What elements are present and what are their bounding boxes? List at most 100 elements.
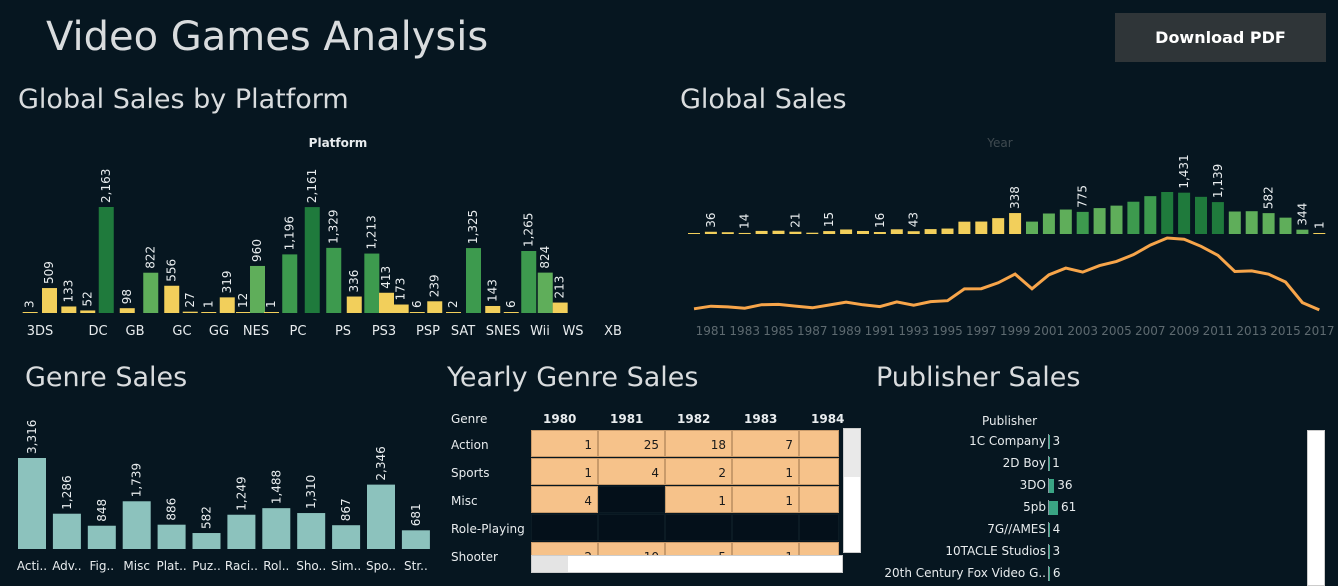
platform-value-label: 1,265 <box>521 213 535 247</box>
platform-bar <box>521 251 537 313</box>
year-column-header: 1980 <box>543 412 577 426</box>
genre-year-cell: 4 <box>598 458 665 485</box>
table-horizontal-scrollbar[interactable] <box>531 555 843 573</box>
year-sales-bar <box>840 229 853 234</box>
platform-category-label: 3DS <box>27 324 54 339</box>
genre-section-title: Genre Sales <box>25 362 188 393</box>
publisher-axis-line <box>1048 456 1049 471</box>
genre-row-label: Sports <box>451 466 490 480</box>
year-value-label: 1 <box>1312 221 1326 229</box>
publisher-value-label: 61 <box>1061 500 1077 514</box>
platform-category-label: WS <box>562 324 583 339</box>
genre-bar <box>297 513 326 549</box>
platform-category-label: PS <box>335 324 351 339</box>
genre-year-cell <box>799 458 839 485</box>
year-sales-bar <box>1009 213 1022 234</box>
genre-value-label: 848 <box>95 499 109 522</box>
publisher-name: 7G//AMES <box>987 522 1046 536</box>
genre-category-label: Rol.. <box>263 559 289 573</box>
year-sales-bar <box>1026 221 1038 234</box>
genre-value-label: 867 <box>339 498 353 521</box>
genre-year-cell: 1 <box>531 430 598 457</box>
platform-bar <box>143 272 159 313</box>
genre-row-label: Misc <box>451 494 478 508</box>
table-vertical-scrollbar[interactable] <box>843 428 861 553</box>
genre-category-label: Puz.. <box>192 559 221 573</box>
platform-value-label: 960 <box>250 239 264 262</box>
year-value-label: 36 <box>704 212 718 227</box>
publisher-scrollbar[interactable] <box>1307 430 1325 586</box>
genre-year-cell <box>598 486 665 513</box>
year-sales-bar <box>755 230 768 234</box>
yearly-genre-section-title: Yearly Genre Sales <box>447 362 699 393</box>
yearly-genre-table: Genre 1980 1981 1982 1983 1984 Action 1 25 18 7 Sp… <box>447 408 867 576</box>
platform-value-label: 239 <box>427 274 441 297</box>
genre-bar <box>227 514 256 549</box>
year-tick-label: 2011 <box>1203 324 1234 338</box>
genre-value-label: 1,488 <box>269 470 283 504</box>
year-sales-bar <box>823 231 836 234</box>
year-sales-bar <box>1076 211 1089 234</box>
global-sales-line <box>693 236 1320 312</box>
year-value-label: 21 <box>788 212 802 227</box>
year-sales-bar <box>688 233 700 234</box>
genre-column-header: Genre <box>451 412 488 426</box>
year-value-label: 16 <box>873 213 887 228</box>
year-sales-bar <box>890 229 903 234</box>
download-pdf-button[interactable]: Download PDF <box>1115 13 1326 62</box>
platform-value-label: 2,161 <box>305 169 319 203</box>
platform-value-label: 822 <box>143 246 157 269</box>
platform-category-label: GG <box>209 324 229 339</box>
year-header-label: Year <box>986 136 1012 150</box>
year-sales-bar <box>1144 196 1157 234</box>
platform-category-label: NES <box>243 324 269 339</box>
platform-value-label: 824 <box>538 246 552 269</box>
scroll-thumb[interactable] <box>844 429 860 477</box>
year-column-header: 1981 <box>610 412 644 426</box>
genre-category-label: Fig.. <box>89 559 114 573</box>
year-sales-bar <box>1279 217 1292 234</box>
year-sales-bar <box>1296 229 1309 234</box>
genre-value-label: 886 <box>165 498 179 521</box>
genre-category-label: Str.. <box>404 559 428 573</box>
platform-bar <box>537 272 553 313</box>
genre-year-cell: 1 <box>531 458 598 485</box>
platform-category-label: DC <box>88 324 107 339</box>
platform-bar <box>446 312 461 313</box>
platform-bar <box>236 312 251 313</box>
publisher-bar <box>1049 501 1058 515</box>
platform-value-label: 1,329 <box>326 210 340 244</box>
platform-value-label: 12 <box>236 293 250 308</box>
year-tick-label: 1981 <box>696 324 727 338</box>
genre-value-label: 1,739 <box>130 463 144 497</box>
platform-bar <box>119 308 135 313</box>
year-sales-bar <box>704 231 717 234</box>
platform-value-label: 556 <box>164 259 178 282</box>
publisher-axis-line <box>1048 500 1049 515</box>
platform-bar <box>201 312 217 313</box>
platform-category-label: XB <box>604 324 622 339</box>
genre-year-cell: 7 <box>732 430 799 457</box>
year-value-label: 775 <box>1076 185 1090 208</box>
publisher-value-label: 1 <box>1052 456 1060 470</box>
platform-value-label: 1 <box>264 300 278 308</box>
year-tick-label: 2005 <box>1101 324 1132 338</box>
platform-bar <box>61 306 77 313</box>
genre-bar-chart: 3,316 Acti.. 1,286 Adv.. 848 Fig.. 1,739 Misc 88… <box>17 420 430 573</box>
genre-category-label: Raci.. <box>225 559 258 573</box>
year-sales-bar <box>806 232 819 234</box>
platform-bar <box>282 254 298 313</box>
scroll-thumb[interactable] <box>532 556 568 572</box>
genre-bar <box>122 501 151 549</box>
genre-category-label: Sim.. <box>331 559 361 573</box>
year-sales-bar <box>1161 192 1174 234</box>
genre-year-cell: 18 <box>665 430 732 457</box>
publisher-bar <box>1049 479 1055 493</box>
year-sales-bar <box>1178 192 1191 234</box>
platform-bar <box>219 297 235 313</box>
publisher-value-label: 3 <box>1052 544 1061 558</box>
genre-value-label: 3,316 <box>25 420 39 454</box>
year-sales-bar <box>1127 201 1140 234</box>
genre-category-label: Adv.. <box>52 559 81 573</box>
year-value-label: 582 <box>1262 186 1276 209</box>
